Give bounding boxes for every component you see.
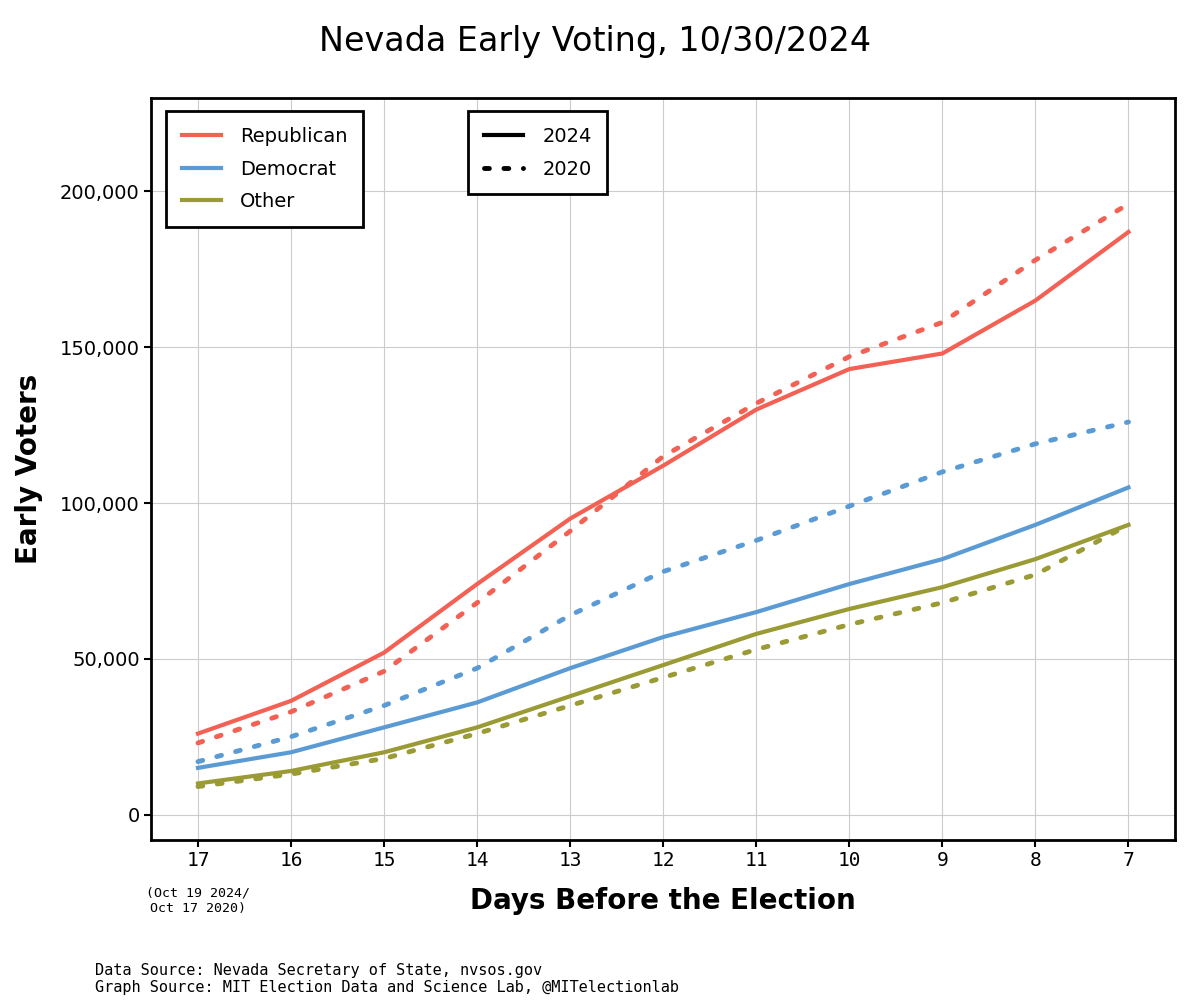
Y-axis label: Early Voters: Early Voters: [15, 374, 43, 564]
Text: Nevada Early Voting, 10/30/2024: Nevada Early Voting, 10/30/2024: [319, 25, 871, 58]
X-axis label: Days Before the Election: Days Before the Election: [470, 887, 856, 915]
Text: Data Source: Nevada Secretary of State, nvsos.gov: Data Source: Nevada Secretary of State, …: [95, 963, 543, 978]
Legend: 2024, 2020: 2024, 2020: [468, 111, 607, 194]
Text: Graph Source: MIT Election Data and Science Lab, @MITelectionlab: Graph Source: MIT Election Data and Scie…: [95, 980, 679, 995]
Text: (Oct 19 2024/
Oct 17 2020): (Oct 19 2024/ Oct 17 2020): [146, 887, 250, 915]
